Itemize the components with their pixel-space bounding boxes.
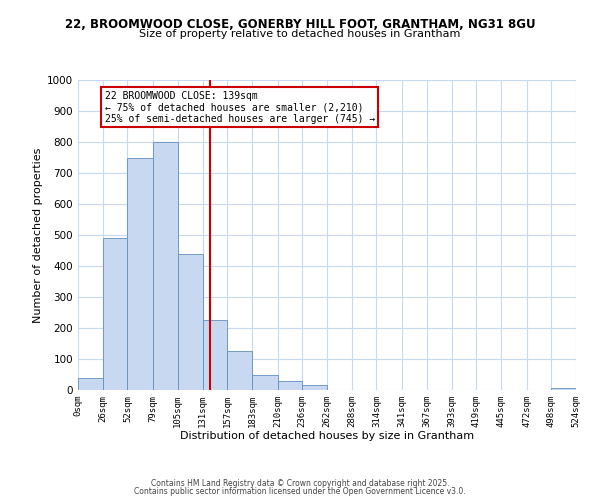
- Bar: [127, 158, 153, 390]
- Bar: [227, 351, 252, 390]
- Text: Size of property relative to detached houses in Grantham: Size of property relative to detached ho…: [139, 29, 461, 39]
- Bar: [153, 142, 178, 390]
- Text: 22, BROOMWOOD CLOSE, GONERBY HILL FOOT, GRANTHAM, NG31 8GU: 22, BROOMWOOD CLOSE, GONERBY HILL FOOT, …: [65, 18, 535, 30]
- Text: 22 BROOMWOOD CLOSE: 139sqm
← 75% of detached houses are smaller (2,210)
25% of s: 22 BROOMWOOD CLOSE: 139sqm ← 75% of deta…: [104, 91, 375, 124]
- Y-axis label: Number of detached properties: Number of detached properties: [33, 148, 43, 322]
- Bar: [203, 320, 227, 390]
- Bar: [103, 238, 127, 390]
- Bar: [252, 374, 278, 390]
- Bar: [78, 378, 103, 390]
- Bar: [178, 254, 203, 390]
- Bar: [302, 386, 327, 390]
- Text: Contains public sector information licensed under the Open Government Licence v3: Contains public sector information licen…: [134, 487, 466, 496]
- Text: Contains HM Land Registry data © Crown copyright and database right 2025.: Contains HM Land Registry data © Crown c…: [151, 478, 449, 488]
- X-axis label: Distribution of detached houses by size in Grantham: Distribution of detached houses by size …: [180, 432, 474, 442]
- Bar: [278, 382, 302, 390]
- Bar: [551, 388, 576, 390]
